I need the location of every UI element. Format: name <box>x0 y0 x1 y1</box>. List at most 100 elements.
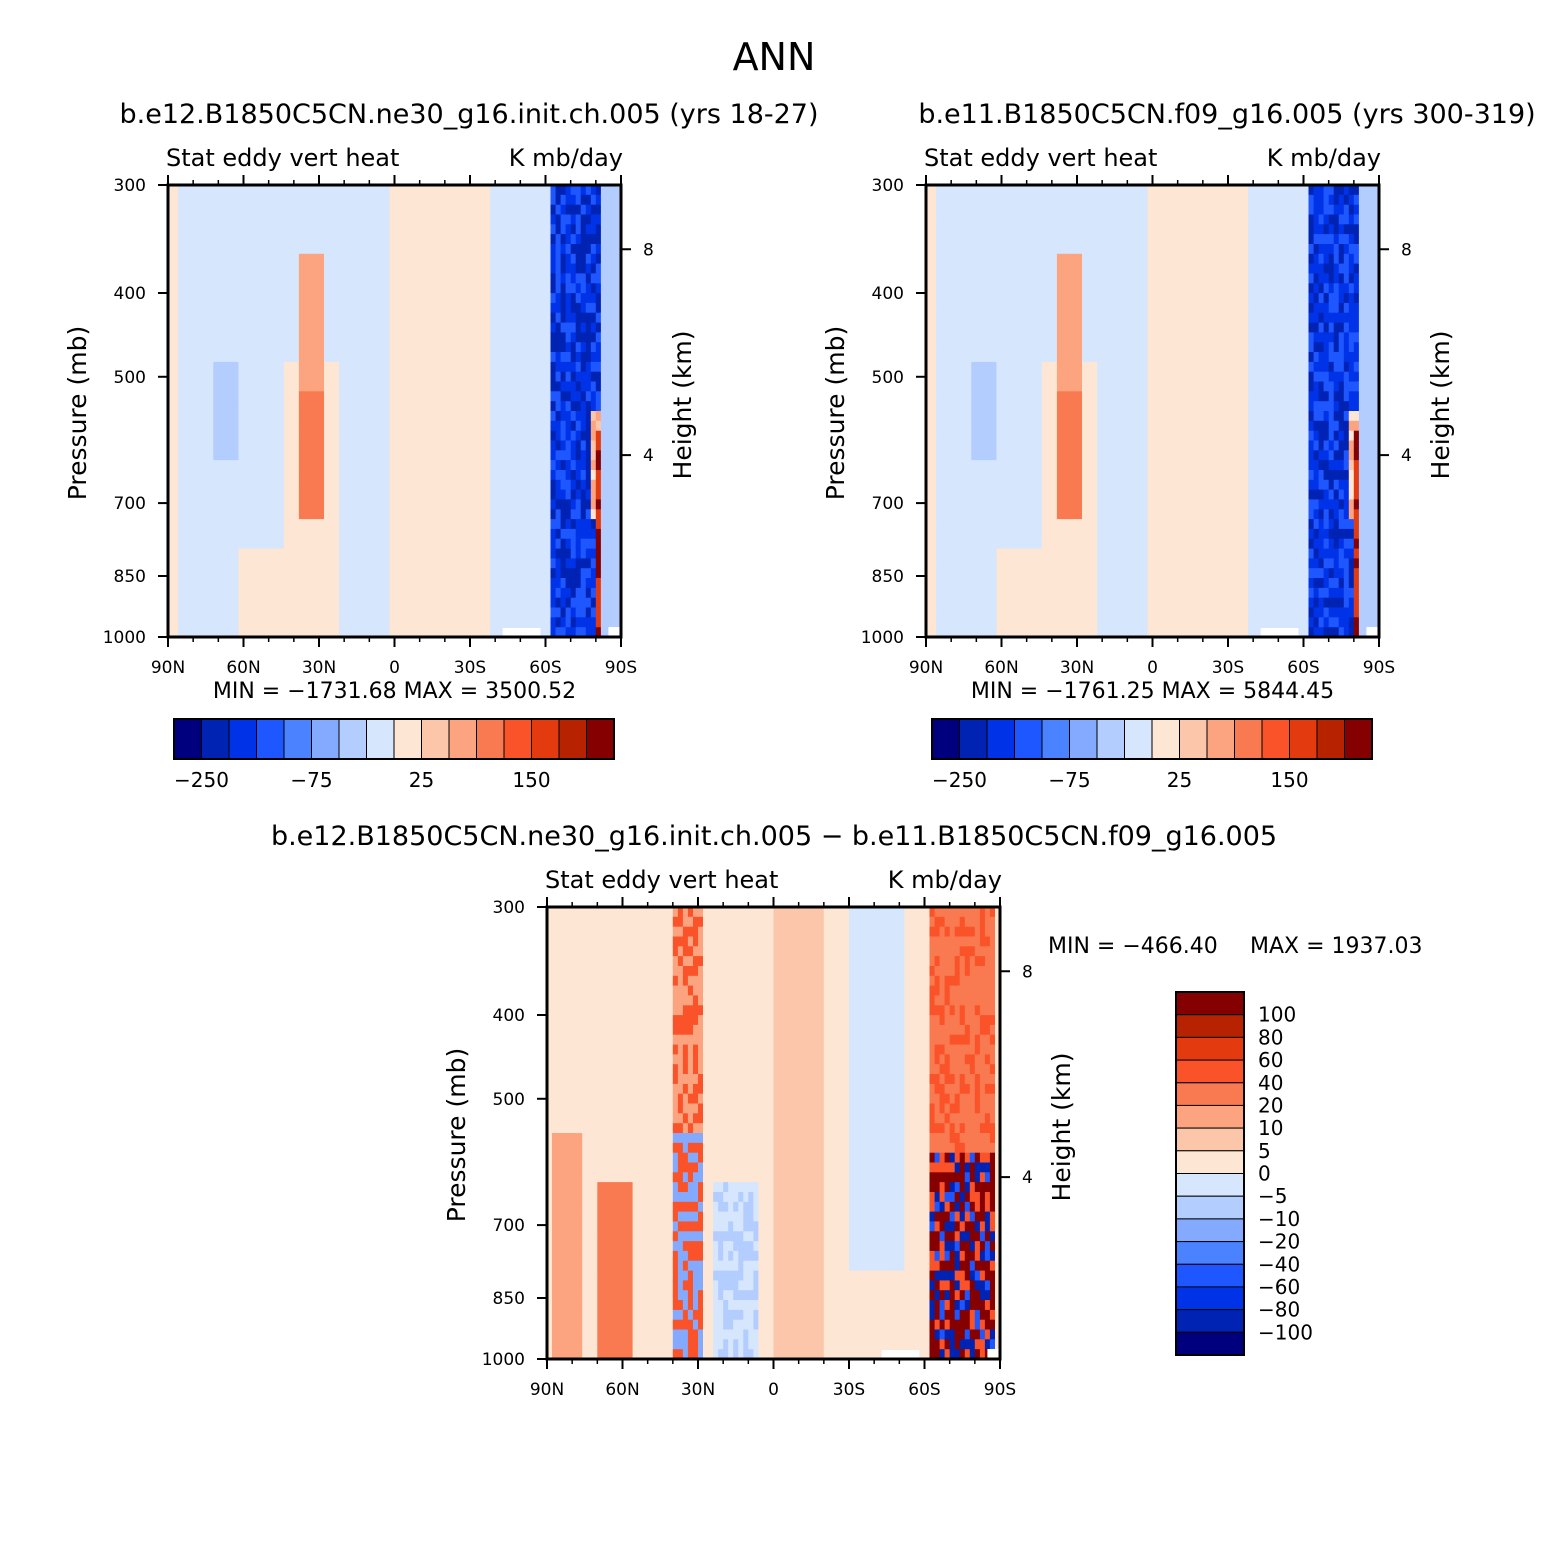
contour-cell <box>616 401 622 412</box>
contour-cell <box>344 312 350 324</box>
contour-cell <box>444 302 451 314</box>
contour-cell <box>1006 214 1013 225</box>
contour-cell <box>233 293 239 304</box>
contour-cell <box>223 263 229 274</box>
contour-cell <box>198 244 204 255</box>
contour-cell <box>288 263 295 274</box>
contour-cell <box>986 460 992 471</box>
contour-cell <box>505 489 511 500</box>
contour-cell <box>530 548 536 559</box>
contour-cell <box>520 430 526 442</box>
contour-cell <box>961 617 967 628</box>
contour-cell <box>936 352 942 363</box>
contour-cell <box>966 381 972 392</box>
contour-cell <box>364 244 370 255</box>
contour-cell <box>966 499 972 510</box>
contour-cell <box>173 185 179 196</box>
contour-cell <box>208 312 214 324</box>
contour-cell <box>409 342 416 353</box>
contour-cell <box>188 440 194 451</box>
contour-cell <box>354 450 360 461</box>
contour-cell <box>399 342 406 353</box>
contour-cell <box>605 587 612 599</box>
contour-cell <box>308 430 315 442</box>
contour-cell <box>349 263 355 274</box>
contour-cell <box>339 411 345 422</box>
contour-cell <box>575 224 582 235</box>
contour-cell <box>193 391 199 402</box>
contour-cell <box>389 263 396 274</box>
contour-cell <box>359 411 365 422</box>
contour-cell <box>253 244 260 255</box>
contour-cell <box>339 548 345 559</box>
contour-cell <box>459 538 466 550</box>
contour-cell <box>926 597 932 609</box>
contour-cell <box>308 587 315 599</box>
contour-cell <box>510 391 516 402</box>
contour-cell <box>198 578 204 589</box>
contour-cell <box>459 470 466 481</box>
contour-cell <box>414 528 421 540</box>
contour-cell <box>329 411 335 422</box>
contour-cell <box>555 204 562 216</box>
contour-cell <box>590 312 597 324</box>
contour-cell <box>595 361 602 373</box>
contour-cell <box>545 352 552 363</box>
contour-cell <box>173 332 179 343</box>
contour-cell <box>475 617 481 628</box>
contour-cell <box>424 312 431 324</box>
contour-cell <box>424 558 431 569</box>
colorbar-swatch <box>558 718 587 760</box>
contour-cell <box>951 440 957 451</box>
contour-cell <box>986 273 992 284</box>
contour-cell <box>334 519 340 530</box>
contour-cell <box>570 440 577 451</box>
contour-cell <box>188 224 194 235</box>
contour-cell <box>188 499 194 510</box>
contour-cell <box>525 253 531 265</box>
contour-cell <box>976 224 982 235</box>
contour-cell <box>268 607 275 618</box>
contour-cell <box>298 597 305 609</box>
contour-cell <box>475 460 481 471</box>
contour-cell <box>986 302 992 314</box>
contour-cell <box>470 558 476 569</box>
contour-cell <box>565 273 572 284</box>
colorbar-label: −75 <box>290 768 332 792</box>
contour-cell <box>263 263 270 274</box>
contour-cell <box>354 411 360 422</box>
contour-cell <box>449 352 456 363</box>
contour-cell <box>344 460 350 471</box>
contour-cell <box>233 224 239 235</box>
contour-cell <box>981 273 987 284</box>
contour-cell <box>946 194 952 206</box>
contour-cell <box>223 607 229 618</box>
contour-cell <box>616 263 622 274</box>
contour-cell <box>535 322 541 333</box>
contour-cell <box>510 420 516 432</box>
contour-cell <box>394 401 401 412</box>
contour-cell <box>324 450 330 461</box>
contour-cell <box>475 234 481 245</box>
contour-cell <box>303 568 310 579</box>
contour-cell <box>926 214 932 225</box>
contour-cell <box>616 194 622 206</box>
contour-cell <box>334 312 340 324</box>
contour-cell <box>996 352 1003 363</box>
contour-cell <box>595 489 602 500</box>
contour-cell <box>475 224 481 235</box>
contour-cell <box>595 470 602 481</box>
contour-cell <box>399 293 406 304</box>
contour-cell <box>168 244 174 255</box>
contour-cell <box>439 194 446 206</box>
contour-cell <box>213 204 219 216</box>
contour-cell <box>550 558 557 569</box>
contour-cell <box>470 627 476 638</box>
contour-cell <box>444 361 451 373</box>
contour-cell <box>329 568 335 579</box>
contour-cell <box>495 440 501 451</box>
contour-cell <box>585 185 592 196</box>
contour-cell <box>500 263 506 274</box>
contour-cell <box>520 283 526 294</box>
contour-cell <box>374 283 380 294</box>
